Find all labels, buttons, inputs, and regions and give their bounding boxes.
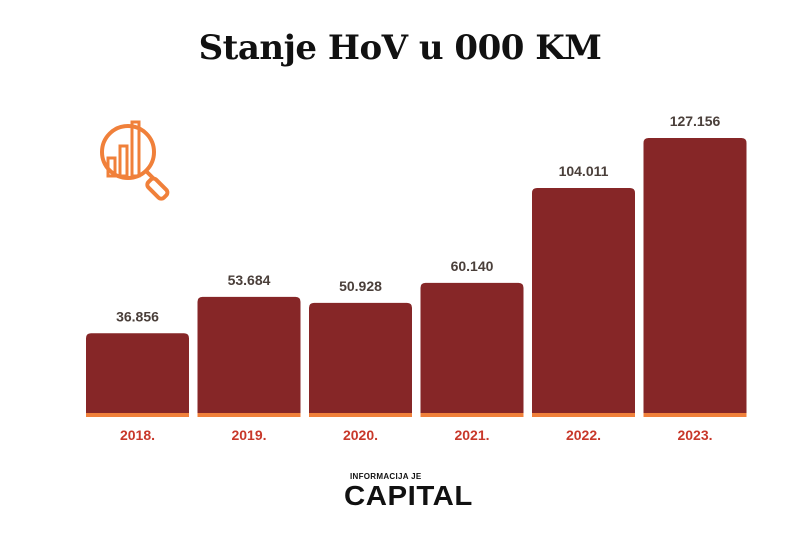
capital-logo: INFORMACIJA JE CAPITAL xyxy=(340,472,480,512)
category-label: 2021. xyxy=(454,427,489,443)
category-label: 2020. xyxy=(343,427,378,443)
value-label: 104.011 xyxy=(559,163,609,179)
logo-name: CAPITAL xyxy=(344,480,473,511)
bar-baseline xyxy=(309,413,412,417)
value-label: 53.684 xyxy=(228,272,271,288)
chart-magnifier-icon xyxy=(100,120,170,201)
value-label: 127.156 xyxy=(670,113,721,129)
category-label: 2023. xyxy=(677,427,712,443)
bar-baseline xyxy=(643,413,747,417)
chart-title: Stanje HoV u 000 KM xyxy=(198,28,602,68)
bar-2022 xyxy=(532,188,635,413)
bar-2021 xyxy=(420,282,524,413)
bar-baseline xyxy=(86,413,189,417)
bar-baseline xyxy=(532,413,635,417)
bar-2018 xyxy=(86,333,189,413)
value-label: 60.140 xyxy=(451,258,494,274)
category-label: 2022. xyxy=(566,427,601,443)
value-label: 36.856 xyxy=(116,308,159,324)
value-label: 50.928 xyxy=(339,278,382,294)
category-label: 2019. xyxy=(231,427,266,443)
bar-2020 xyxy=(309,302,412,413)
bar-2023 xyxy=(643,138,747,413)
logo-tagline: INFORMACIJA JE xyxy=(350,472,422,481)
category-label: 2018. xyxy=(120,427,155,443)
bar-2019 xyxy=(197,296,301,413)
bar-baseline xyxy=(197,413,301,417)
bar-baseline xyxy=(420,413,524,417)
